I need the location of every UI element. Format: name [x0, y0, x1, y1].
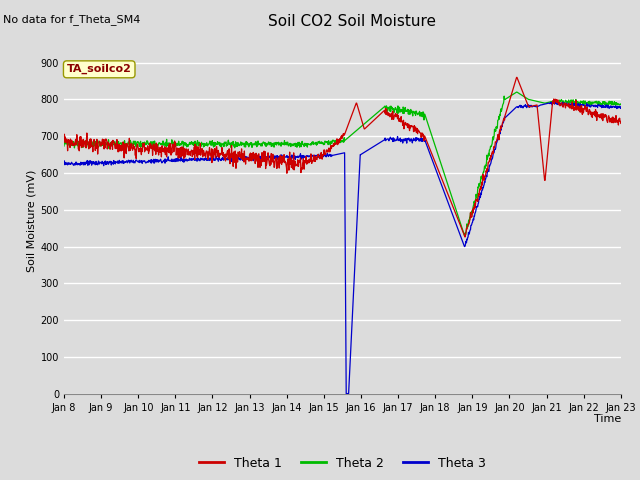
Legend: Theta 1, Theta 2, Theta 3: Theta 1, Theta 2, Theta 3	[195, 452, 490, 475]
Text: TA_soilco2: TA_soilco2	[67, 64, 132, 74]
X-axis label: Time: Time	[593, 414, 621, 424]
Y-axis label: Soil Moisture (mV): Soil Moisture (mV)	[26, 169, 36, 272]
Text: No data for f_Theta_SM4: No data for f_Theta_SM4	[3, 14, 141, 25]
Text: Soil CO2 Soil Moisture: Soil CO2 Soil Moisture	[268, 14, 436, 29]
